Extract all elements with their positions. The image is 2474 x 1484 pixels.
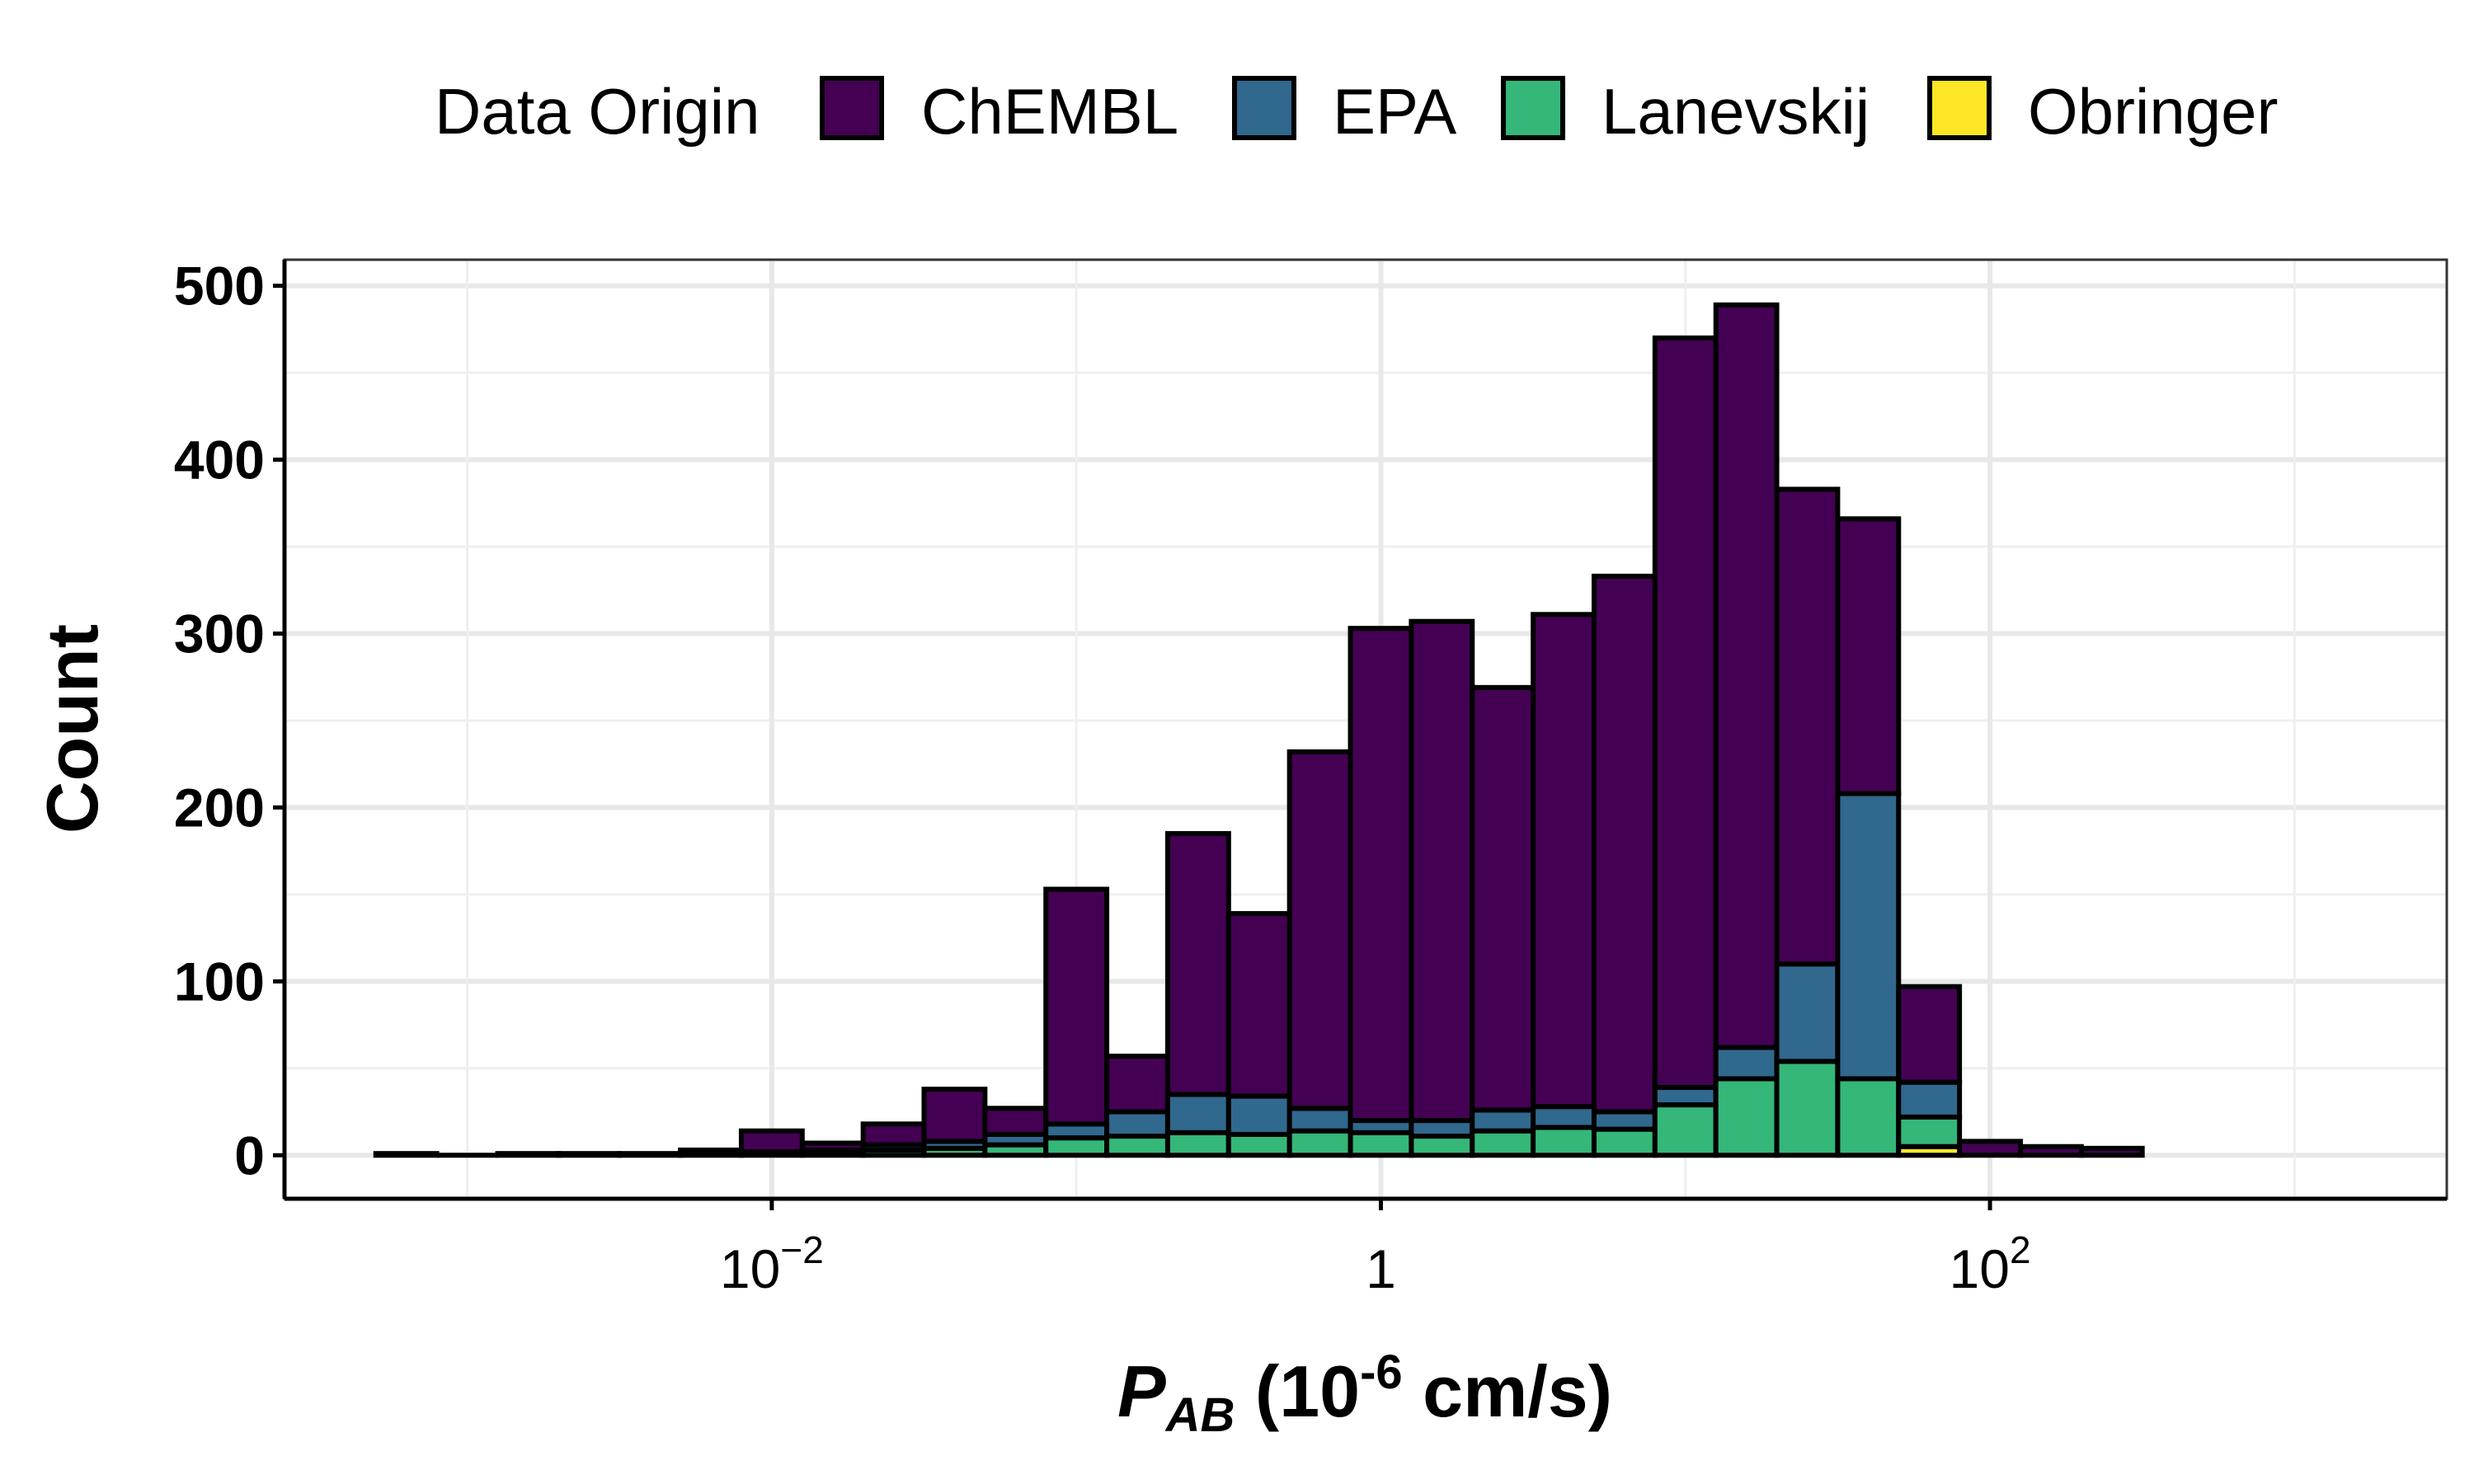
bar-epa bbox=[1225, 1093, 1292, 1137]
bar-epa bbox=[1470, 1107, 1536, 1134]
legend-label-obringer: Obringer bbox=[2028, 75, 2278, 148]
bar-lanevskij bbox=[1835, 1076, 1902, 1158]
bar-lanevskij bbox=[1591, 1126, 1658, 1158]
bar-chembl bbox=[1348, 626, 1414, 1124]
bar-chembl bbox=[1286, 749, 1353, 1111]
bar-lanevskij bbox=[1225, 1131, 1292, 1158]
bar-chembl bbox=[982, 1106, 1049, 1137]
bar-chembl bbox=[1713, 302, 1780, 1050]
legend-swatch-epa bbox=[1232, 76, 1296, 140]
bar-chembl bbox=[738, 1128, 805, 1155]
bar-chembl bbox=[1043, 886, 1110, 1127]
y-tick-label: 500 bbox=[174, 256, 265, 317]
legend-swatch-lanevskij bbox=[1501, 76, 1565, 140]
x-axis-title-unit-superscript: -6 bbox=[1360, 1345, 1403, 1399]
bar-epa bbox=[1164, 1092, 1231, 1135]
legend-label-lanevskij: Lanevskij bbox=[1602, 75, 1870, 148]
bar-epa bbox=[1713, 1045, 1780, 1082]
x-tick-label: 102 bbox=[1950, 1228, 2031, 1299]
bar-lanevskij bbox=[1531, 1125, 1597, 1158]
bar-lanevskij bbox=[1713, 1076, 1780, 1158]
legend-label-epa: EPA bbox=[1333, 75, 1456, 148]
legend-swatch-obringer bbox=[1927, 76, 1992, 140]
x-axis-title-unit-close: cm/s) bbox=[1403, 1350, 1612, 1432]
bar-chembl bbox=[860, 1121, 927, 1148]
bar-epa bbox=[1531, 1104, 1597, 1130]
bar-chembl bbox=[556, 1151, 623, 1158]
bar-epa bbox=[1591, 1109, 1658, 1132]
bar-chembl bbox=[1957, 1139, 2023, 1158]
bar-chembl bbox=[1591, 573, 1658, 1115]
bar-epa bbox=[1896, 1079, 1963, 1120]
legend-swatch-chembl bbox=[820, 76, 884, 140]
bar-chembl bbox=[799, 1140, 866, 1153]
legend: Data Origin ChEMBL EPA Lanevskij Obringe… bbox=[435, 75, 2278, 148]
bar-lanevskij bbox=[1286, 1128, 1353, 1158]
bar-epa bbox=[1774, 961, 1841, 1064]
bar-lanevskij bbox=[1652, 1102, 1719, 1158]
legend-title: Data Origin bbox=[435, 75, 760, 148]
bar-chembl bbox=[2017, 1144, 2084, 1158]
bar-epa bbox=[1835, 791, 1902, 1082]
legend-label-chembl: ChEMBL bbox=[921, 75, 1178, 148]
histogram-bars bbox=[373, 302, 2145, 1158]
bar-lanevskij bbox=[1043, 1135, 1110, 1158]
x-axis-title-unit-open: (10 bbox=[1235, 1350, 1360, 1432]
bar-chembl bbox=[678, 1147, 744, 1157]
bar-chembl bbox=[1835, 516, 1902, 796]
bar-chembl bbox=[1652, 335, 1719, 1091]
bar-lanevskij bbox=[1104, 1134, 1170, 1158]
y-tick-label: 0 bbox=[234, 1125, 265, 1186]
bar-lanevskij bbox=[1409, 1134, 1475, 1158]
bar-chembl bbox=[1774, 486, 1841, 967]
bar-chembl bbox=[1896, 984, 1963, 1085]
axes: 0 100 200 300 400 500 10−2 1 102 bbox=[174, 256, 2447, 1299]
bar-epa bbox=[1652, 1085, 1719, 1108]
x-tick-label: 10−2 bbox=[720, 1228, 824, 1299]
bar-chembl bbox=[495, 1151, 562, 1158]
bar-chembl bbox=[373, 1151, 440, 1158]
bar-lanevskij bbox=[1164, 1129, 1231, 1158]
bar-lanevskij bbox=[1896, 1114, 1963, 1149]
bar-chembl bbox=[617, 1151, 684, 1158]
bar-epa bbox=[1104, 1109, 1170, 1139]
x-tick-label: 1 bbox=[1366, 1238, 1396, 1299]
bar-lanevskij bbox=[1348, 1129, 1414, 1158]
x-axis-title: PAB (10-6 cm/s) bbox=[1117, 1345, 1612, 1442]
bar-epa bbox=[1286, 1106, 1353, 1134]
bar-chembl bbox=[1164, 831, 1231, 1097]
bar-chembl bbox=[1225, 911, 1292, 1099]
y-tick-label: 100 bbox=[174, 951, 265, 1012]
bar-chembl bbox=[1470, 684, 1536, 1113]
bar-lanevskij bbox=[1774, 1059, 1841, 1158]
bar-chembl bbox=[921, 1087, 988, 1144]
bar-chembl bbox=[2078, 1145, 2145, 1158]
bar-chembl bbox=[1104, 1054, 1170, 1115]
x-axis-title-subscript: AB bbox=[1164, 1388, 1235, 1442]
bar-chembl bbox=[1531, 612, 1597, 1110]
y-tick-label: 200 bbox=[174, 777, 265, 838]
y-tick-label: 300 bbox=[174, 603, 265, 664]
y-tick-label: 400 bbox=[174, 430, 265, 491]
x-axis-title-symbol: P bbox=[1117, 1350, 1166, 1432]
y-axis-title: Count bbox=[31, 624, 113, 834]
bar-chembl bbox=[1409, 618, 1475, 1124]
bar-lanevskij bbox=[1470, 1128, 1536, 1158]
